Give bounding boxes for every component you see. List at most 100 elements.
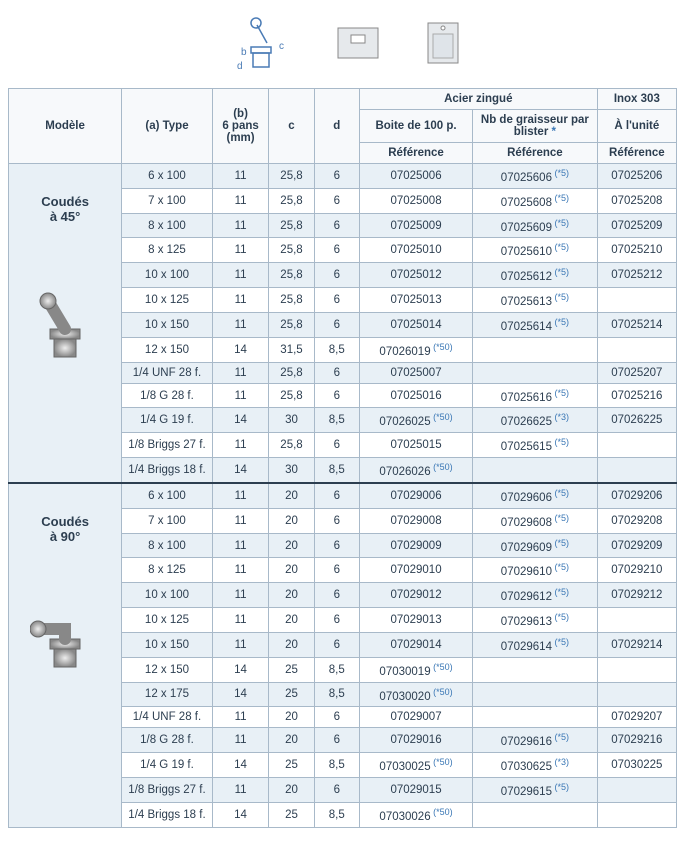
cell-type: 1/8 G 28 f.: [122, 728, 213, 753]
cell-ref2: [473, 657, 598, 682]
cell-ref2: 07025615 (*5): [473, 433, 598, 458]
cell-type: 8 x 100: [122, 533, 213, 558]
cell-d: 8,5: [314, 408, 359, 433]
cell-b: 11: [212, 608, 269, 633]
cell-d: 8,5: [314, 337, 359, 362]
cell-ref3: [597, 778, 676, 803]
header-ref1: Référence: [359, 143, 472, 164]
header-unite: À l'unité: [597, 110, 676, 143]
cell-type: 1/8 G 28 f.: [122, 383, 213, 408]
cell-c: 20: [269, 533, 314, 558]
cell-ref3: 07029207: [597, 707, 676, 728]
cell-d: 6: [314, 213, 359, 238]
cell-ref3: [597, 657, 676, 682]
cell-type: 8 x 125: [122, 238, 213, 263]
cell-b: 14: [212, 337, 269, 362]
table-row: Coudés à 90°6 x 100112060702900607029606…: [9, 483, 677, 508]
cell-b: 11: [212, 288, 269, 313]
cell-ref2: [473, 362, 598, 383]
cell-b: 11: [212, 583, 269, 608]
cell-b: 11: [212, 188, 269, 213]
cell-ref2: [473, 707, 598, 728]
cell-ref2: 07029609 (*5): [473, 533, 598, 558]
cell-ref2: 07025609 (*5): [473, 213, 598, 238]
header-boite: Boite de 100 p.: [359, 110, 472, 143]
cell-ref3: 07029206: [597, 483, 676, 508]
cell-c: 25,8: [269, 263, 314, 288]
cell-type: 1/4 UNF 28 f.: [122, 707, 213, 728]
cell-b: 11: [212, 558, 269, 583]
cell-b: 14: [212, 408, 269, 433]
cell-ref1: 07029016: [359, 728, 472, 753]
cell-d: 6: [314, 312, 359, 337]
cell-ref3: [597, 458, 676, 483]
header-ref3: Référence: [597, 143, 676, 164]
cell-ref2: 07025606 (*5): [473, 164, 598, 189]
cell-ref1: 07029006: [359, 483, 472, 508]
cell-ref1: 07029012: [359, 583, 472, 608]
cell-d: 6: [314, 583, 359, 608]
cell-c: 20: [269, 728, 314, 753]
cell-c: 20: [269, 632, 314, 657]
cell-ref3: 07029212: [597, 583, 676, 608]
cell-d: 6: [314, 238, 359, 263]
cell-ref2: [473, 458, 598, 483]
model-cell: Coudés à 90°: [9, 483, 122, 827]
cell-ref1: 07029015: [359, 778, 472, 803]
cell-ref1: 07026019 (*50): [359, 337, 472, 362]
model-cell: Coudés à 45°: [9, 164, 122, 483]
cell-type: 1/4 G 19 f.: [122, 408, 213, 433]
cell-type: 8 x 125: [122, 558, 213, 583]
cell-c: 30: [269, 458, 314, 483]
cell-c: 20: [269, 558, 314, 583]
cell-ref3: 07025214: [597, 312, 676, 337]
cell-ref2: [473, 337, 598, 362]
cell-d: 6: [314, 383, 359, 408]
cell-d: 6: [314, 533, 359, 558]
cell-b: 14: [212, 802, 269, 827]
table-body: Coudés à 45°6 x 1001125,8607025006070256…: [9, 164, 677, 828]
cell-ref1: 07029010: [359, 558, 472, 583]
cell-ref1: 07025012: [359, 263, 472, 288]
header-c: c: [269, 89, 314, 164]
cell-d: 6: [314, 632, 359, 657]
cell-type: 7 x 100: [122, 188, 213, 213]
cell-d: 6: [314, 508, 359, 533]
cell-ref2: 07029613 (*5): [473, 608, 598, 633]
cell-type: 6 x 100: [122, 164, 213, 189]
cell-type: 10 x 100: [122, 263, 213, 288]
fitting-90-icon: [11, 604, 119, 674]
cell-c: 25,8: [269, 362, 314, 383]
header-inox: Inox 303: [597, 89, 676, 110]
cell-type: 10 x 150: [122, 632, 213, 657]
cell-ref2: 07025616 (*5): [473, 383, 598, 408]
cell-type: 6 x 100: [122, 483, 213, 508]
svg-text:c: c: [279, 41, 284, 52]
cell-ref1: 07030026 (*50): [359, 802, 472, 827]
cell-c: 20: [269, 483, 314, 508]
cell-b: 11: [212, 213, 269, 238]
cell-c: 25,8: [269, 383, 314, 408]
cell-ref3: 07029214: [597, 632, 676, 657]
cell-ref3: 07025206: [597, 164, 676, 189]
cell-d: 8,5: [314, 753, 359, 778]
cell-b: 11: [212, 433, 269, 458]
cell-ref1: 07025016: [359, 383, 472, 408]
cell-ref1: 07025010: [359, 238, 472, 263]
cell-c: 20: [269, 608, 314, 633]
cell-ref1: 07030019 (*50): [359, 657, 472, 682]
cell-type: 12 x 175: [122, 682, 213, 707]
cell-ref1: 07025009: [359, 213, 472, 238]
cell-ref2: 07029614 (*5): [473, 632, 598, 657]
header-diagram-row: b d c: [8, 8, 677, 78]
cell-d: 6: [314, 483, 359, 508]
cell-ref3: 07025216: [597, 383, 676, 408]
cell-ref3: 07029209: [597, 533, 676, 558]
cell-type: 10 x 100: [122, 583, 213, 608]
cell-ref1: 07025013: [359, 288, 472, 313]
cell-d: 6: [314, 558, 359, 583]
cell-ref3: 07029208: [597, 508, 676, 533]
cell-b: 11: [212, 632, 269, 657]
svg-text:b: b: [241, 47, 247, 58]
cell-b: 11: [212, 238, 269, 263]
